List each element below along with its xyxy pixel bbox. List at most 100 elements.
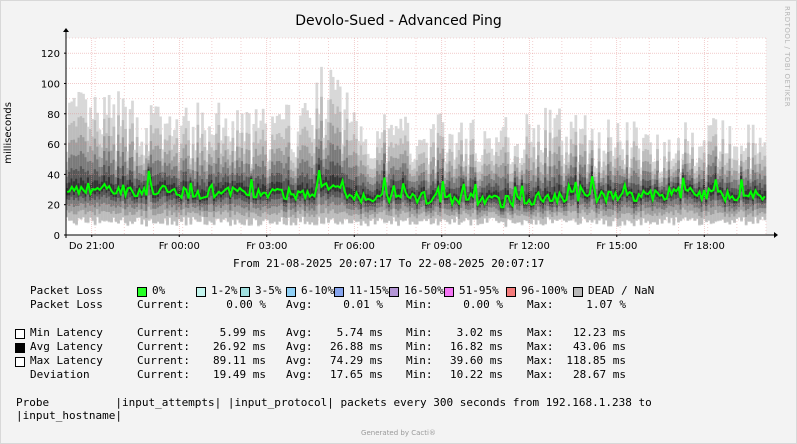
stat-current-value: 19.49 ms [213,368,266,381]
smoke-band [240,182,244,195]
y-tick-label: 80 [47,110,60,121]
smoke-band [68,182,71,196]
stat-avg-label: Avg: [286,368,313,381]
packet-loss-swatch [240,287,250,297]
smoke-band [336,175,340,192]
smoke-band [506,190,510,200]
smoke-band [310,187,314,199]
smoke-band [236,183,239,195]
stat-label: Avg Latency [30,340,103,353]
smoke-band [215,186,218,198]
packet-loss-legend-item: 11-15% [349,284,389,297]
smoke-band [196,182,200,196]
smoke-band [72,181,76,195]
stat-avg-value: 17.65 ms [330,368,383,381]
smoke-band [271,181,274,194]
stat-max-value: 43.06 ms [573,340,626,353]
stat-current-label: Current: [137,298,190,311]
packet-loss-swatch [444,287,454,297]
stat-label: Max Latency [30,354,103,367]
packet-loss-legend-item: 0% [152,284,166,297]
smoke-band [383,171,386,184]
smoke-band [488,190,491,199]
packet-loss-swatch [389,287,399,297]
stat-max-value: 1.07 % [586,298,626,311]
smoke-band [345,187,349,201]
smoke-band [182,180,186,192]
smoke-band [91,182,95,194]
stat-min-value: 0.00 % [463,298,503,311]
stat-current-label: Current: [137,368,190,381]
stat-max-value: 12.23 ms [573,326,626,339]
stat-avg-label: Avg: [286,326,313,339]
packet-loss-legend-item: 96-100% [521,284,568,297]
smoke-band [607,184,610,197]
smoke-band [203,190,207,201]
stat-max-value: 28.67 ms [573,368,626,381]
stat-max-label: Max: [527,298,554,311]
smoke-band [392,180,396,190]
stat-avg-value: 5.74 ms [336,326,383,339]
stat-min-value: 16.82 ms [450,340,503,353]
smoke-band [96,180,99,192]
stat-label: Packet Loss [30,298,103,311]
x-tick-label: Fr 09:00 [421,241,462,252]
smoke-band [82,180,85,194]
x-tick-label: Fr 03:00 [246,241,287,252]
probe-line-2: |input_hostname| [16,409,122,422]
y-tick-labels: 0 20 40 60 80 100 120 [41,49,66,242]
smoke-band [273,183,277,195]
stat-avg-label: Avg: [286,340,313,353]
date-range: From 21-08-2025 20:07:17 To 22-08-2025 2… [233,257,545,270]
smoke-band [278,182,281,194]
packet-loss-swatch [137,287,147,297]
smoke-band [432,190,435,201]
smoke-band [79,177,83,192]
smoke-band [558,184,561,197]
smoke-band [763,190,767,200]
smoke-band [275,181,279,194]
x-tick-label: Fr 06:00 [334,241,375,252]
smoke-band [261,184,265,197]
x-tick-labels: Do 21:00 Fr 00:00 Fr 03:00 Fr 06:00 Fr 09:00… [69,235,725,252]
smoke-band [348,187,351,199]
stat-current-label: Current: [137,340,190,353]
stat-min-value: 3.02 ms [456,326,503,339]
stat-min-value: 39.60 ms [450,354,503,367]
stat-min-label: Min: [406,368,433,381]
smoke-band [350,188,354,200]
y-axis-arrow [63,28,69,32]
smoke-band [583,186,587,199]
latency-swatch [15,357,25,367]
packet-loss-legend-label: Packet Loss [30,284,103,297]
stat-max-value: 118.85 ms [566,354,626,367]
grid-major [66,38,766,235]
stat-avg-label: Avg: [286,354,313,367]
smoke-band [329,175,333,192]
smoke-band [128,179,132,193]
stat-current-label: Current: [137,354,190,367]
smoke-band [455,194,459,203]
smoke-band [376,189,379,199]
smoke-band [548,191,552,204]
stat-current-value: 0.00 % [226,298,266,311]
avg-latency-line [66,170,766,209]
smoke-band [70,178,74,192]
stat-avg-value: 74.29 ms [330,354,383,367]
y-tick-label: 100 [41,79,60,90]
chart-axes [63,28,778,238]
stat-avg-value: 26.88 ms [330,340,383,353]
smoke-band [280,182,284,194]
y-tick-label: 0 [54,231,60,242]
packet-loss-legend-item: 3-5% [255,284,282,297]
packet-loss-swatch [286,287,296,297]
packet-loss-legend-item: 6-10% [301,284,335,297]
stat-min-label: Min: [406,298,433,311]
smoke-band [156,184,160,197]
probe-line-1: Probe |input_attempts| |input_protocol| … [16,396,652,409]
smoke-band [527,192,531,203]
avg-latency-path [66,170,766,209]
smoke-band [264,185,267,197]
packet-loss-legend-item: DEAD / NaN [588,284,655,297]
x-tick-label: Do 21:00 [69,241,115,252]
